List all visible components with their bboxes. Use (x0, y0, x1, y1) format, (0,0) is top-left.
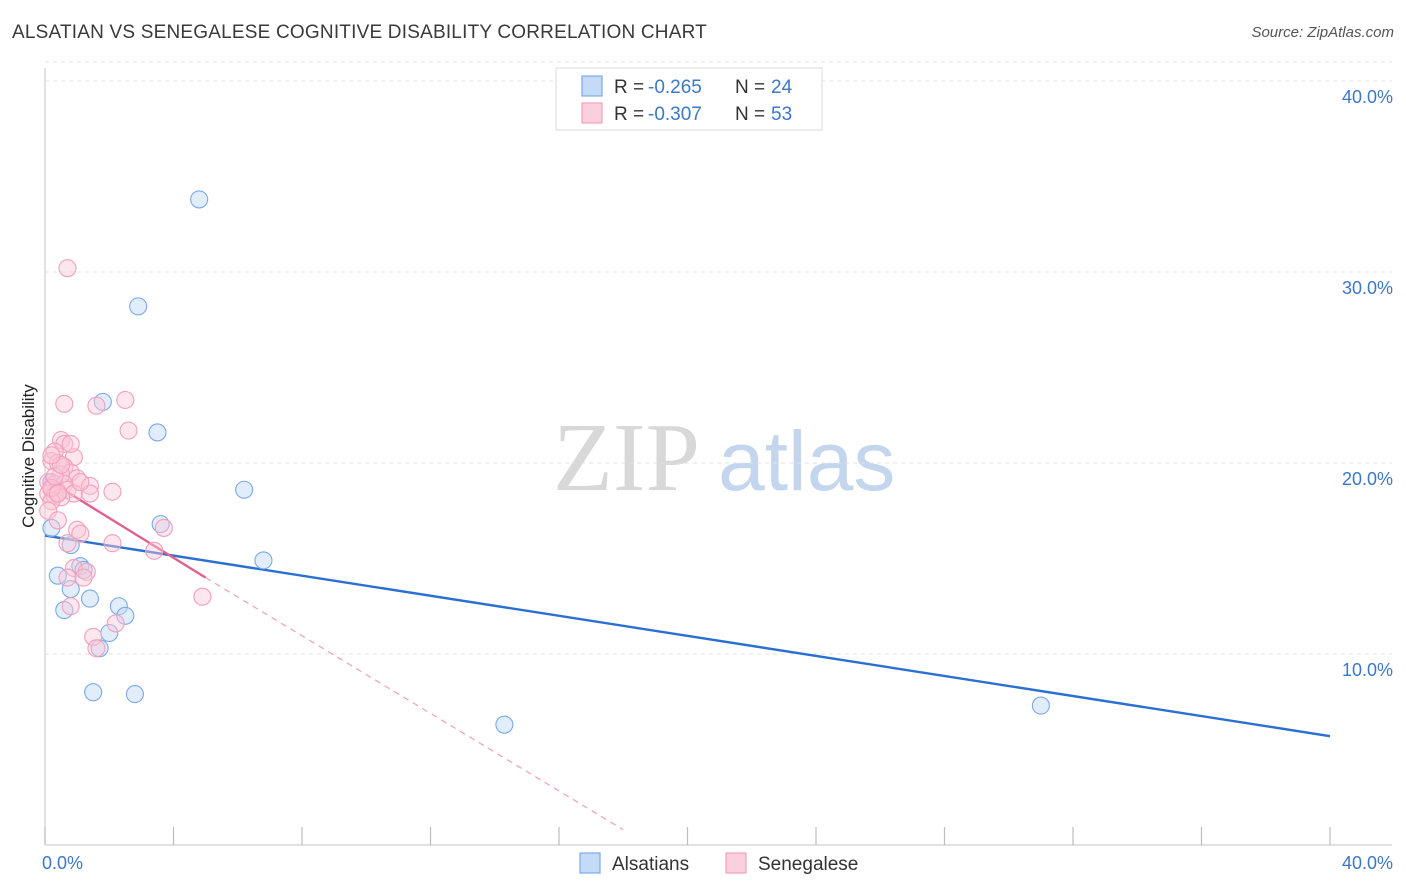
gridlines (45, 61, 1392, 655)
point-senegalese (106, 614, 125, 633)
point-alsatians (116, 606, 135, 625)
trend-line-alsatians (44, 534, 1331, 738)
point-senegalese (87, 639, 106, 658)
x-tick-label: 0.0% (42, 853, 83, 873)
point-senegalese (42, 446, 61, 465)
point-senegalese (119, 421, 138, 440)
point-alsatians (84, 683, 103, 702)
point-senegalese (145, 541, 164, 560)
series-legend-swatch-alsatians (579, 852, 601, 874)
point-senegalese (74, 568, 93, 587)
point-alsatians (129, 297, 148, 316)
trend-line-extension (205, 577, 624, 831)
point-senegalese (80, 476, 100, 495)
point-senegalese (58, 259, 77, 278)
x-tick-label: 40.0% (1342, 853, 1393, 873)
point-senegalese (58, 568, 77, 587)
legend-r-value: -0.307 (648, 104, 702, 125)
trend-line-senegalese (44, 477, 207, 579)
legend-n-label: N = (735, 77, 765, 98)
watermark-zip: ZIP (553, 404, 700, 512)
legend-swatch-alsatians (581, 75, 603, 97)
point-senegalese (87, 396, 106, 415)
y-tick-label: 30.0% (1342, 278, 1393, 298)
point-alsatians (125, 685, 144, 704)
point-senegalese (48, 484, 67, 503)
point-senegalese (193, 587, 212, 606)
trend-lines (44, 477, 1331, 831)
point-senegalese (84, 627, 103, 646)
point-alsatians (235, 480, 254, 499)
source-label: Source: ZipAtlas.com (1251, 24, 1394, 41)
point-alsatians (109, 597, 128, 616)
point-senegalese (42, 492, 61, 511)
legend-n-value: 24 (771, 77, 793, 98)
series-legend: Alsatians Senegalese (579, 852, 858, 875)
y-tick-label: 40.0% (1342, 87, 1393, 107)
chart-title: ALSATIAN VS SENEGALESE COGNITIVE DISABIL… (12, 22, 707, 43)
data-points (39, 190, 1050, 734)
y-tick-label: 20.0% (1342, 469, 1393, 489)
point-senegalese (61, 434, 80, 453)
point-senegalese (55, 434, 74, 453)
series-legend-alsatians: Alsatians (612, 854, 689, 875)
y-tick-label: 10.0% (1342, 660, 1393, 680)
point-senegalese (58, 534, 77, 553)
point-senegalese (71, 473, 90, 492)
point-alsatians (42, 518, 61, 537)
y-axis-label: Cognitive Disability (19, 384, 38, 528)
tick-labels: 10.0% 20.0% 30.0% 40.0% 0.0% 40.0% (42, 87, 1393, 873)
point-senegalese (77, 562, 96, 581)
point-senegalese (39, 501, 58, 520)
point-senegalese (71, 524, 90, 543)
point-senegalese (103, 534, 122, 553)
legend-swatch-senegalese (581, 102, 603, 124)
watermark-atlas: atlas (718, 414, 895, 508)
point-senegalese (45, 467, 64, 486)
legend-r-label: R = (614, 77, 644, 98)
axes (44, 68, 1392, 846)
point-senegalese (55, 394, 74, 413)
point-senegalese (103, 482, 122, 501)
point-senegalese (61, 597, 80, 616)
point-alsatians (1031, 696, 1050, 715)
legend-r-value: -0.265 (648, 77, 702, 98)
point-senegalese (48, 511, 67, 530)
series-legend-senegalese: Senegalese (758, 854, 858, 875)
point-alsatians (80, 589, 100, 608)
legend-n-label: N = (735, 104, 765, 125)
point-alsatians (190, 190, 209, 209)
legend-r-label: R = (614, 104, 644, 125)
series-legend-swatch-senegalese (725, 852, 747, 874)
legend-n-value: 53 (771, 104, 792, 125)
stats-legend: R = -0.265 N = 24 R = -0.307 N = 53 (555, 67, 823, 131)
point-alsatians (254, 551, 273, 570)
point-alsatians (495, 715, 514, 734)
point-alsatians (148, 423, 167, 442)
point-senegalese (116, 390, 135, 410)
point-senegalese (154, 518, 173, 537)
point-senegalese (52, 455, 71, 474)
